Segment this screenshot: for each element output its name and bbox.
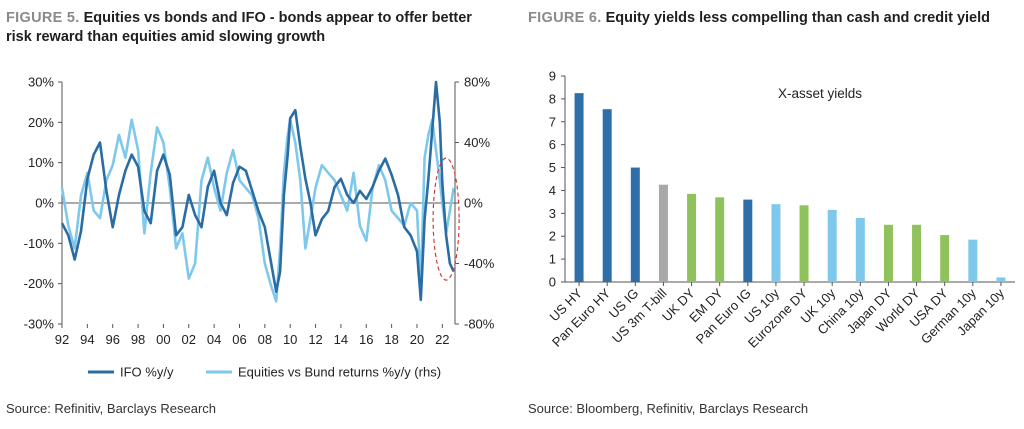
x-tick-label: 02 [182,332,196,347]
bar [883,224,893,282]
bar [771,204,781,282]
x-tick-label: 18 [384,332,398,347]
bar [996,277,1006,282]
chart-title: X-asset yields [778,86,862,101]
figure6-source: Source: Bloomberg, Refinitiv, Barclays R… [528,401,809,416]
bar [743,199,753,282]
legend-label: IFO %y/y [120,365,174,380]
y-tick-label: 4 [549,183,556,198]
bar [912,224,922,282]
right-y-tick-label: -80% [464,317,495,332]
figure5-line-chart: -30% -20% -10% 0% 10% 20% 30% -80% -40% 0% 40% 80% 9… [24,75,495,380]
y-tick-label: 3 [549,206,556,221]
left-y-tick-label: 30% [28,75,54,90]
right-y-tick-label: 40% [464,135,490,150]
highlight-ellipse [432,157,460,281]
x-tick-label: 10 [283,332,297,347]
x-tick-label: 20 [410,332,424,347]
bar [968,239,978,282]
left-y-tick-label: 10% [28,155,54,170]
series-line [60,80,455,302]
bar [715,197,725,282]
right-y-tick-label: 80% [464,75,490,90]
bar [855,217,865,282]
y-tick-label: 7 [549,114,556,129]
y-tick-label: 0 [549,275,556,290]
bar [940,235,950,282]
left-y-tick-label: 0% [35,196,54,211]
x-tick-label: 94 [80,332,94,347]
left-y-tick-label: -30% [24,317,55,332]
left-y-tick-label: -20% [24,276,55,291]
y-tick-label: 8 [549,91,556,106]
figure5-title: FIGURE 5. Equities vs bonds and IFO - bo… [6,9,486,47]
bar [827,209,837,282]
x-tick-label: 08 [258,332,272,347]
x-tick-label: 12 [308,332,322,347]
x-tick-label: 22 [435,332,449,347]
x-tick-label: 04 [207,332,221,347]
figure5-label: FIGURE 5. [6,10,80,26]
right-y-tick-label: -40% [464,256,495,271]
legend-label: Equities vs Bund returns %y/y (rhs) [238,365,441,380]
x-tick-label: 06 [232,332,246,347]
y-tick-label: 1 [549,252,556,267]
x-tick-label: 14 [334,332,348,347]
x-tick-label: 00 [156,332,170,347]
bar [574,93,584,282]
x-tick-label: 98 [131,332,145,347]
y-tick-label: 5 [549,160,556,175]
figure6-title: FIGURE 6. Equity yields less compelling … [528,9,1018,28]
left-y-tick-label: -10% [24,236,55,251]
figure5-source: Source: Refinitiv, Barclays Research [6,401,217,416]
bar [658,184,668,282]
right-y-tick-label: 0% [464,196,483,211]
figure6-title-text: Equity yields less compelling than cash … [605,10,991,26]
x-tick-label: 92 [55,332,69,347]
x-tick-label: 96 [105,332,119,347]
bar [799,205,809,282]
y-tick-label: 9 [549,69,556,84]
figure6-label: FIGURE 6. [528,10,602,26]
y-tick-label: 6 [549,137,556,152]
y-tick-label: 2 [549,229,556,244]
figure5-title-text: Equities vs bonds and IFO - bonds appear… [6,10,472,45]
bar [687,193,697,282]
x-tick-label: 16 [359,332,373,347]
left-y-tick-label: 20% [28,115,54,130]
bar [602,109,612,282]
bar [630,167,640,282]
